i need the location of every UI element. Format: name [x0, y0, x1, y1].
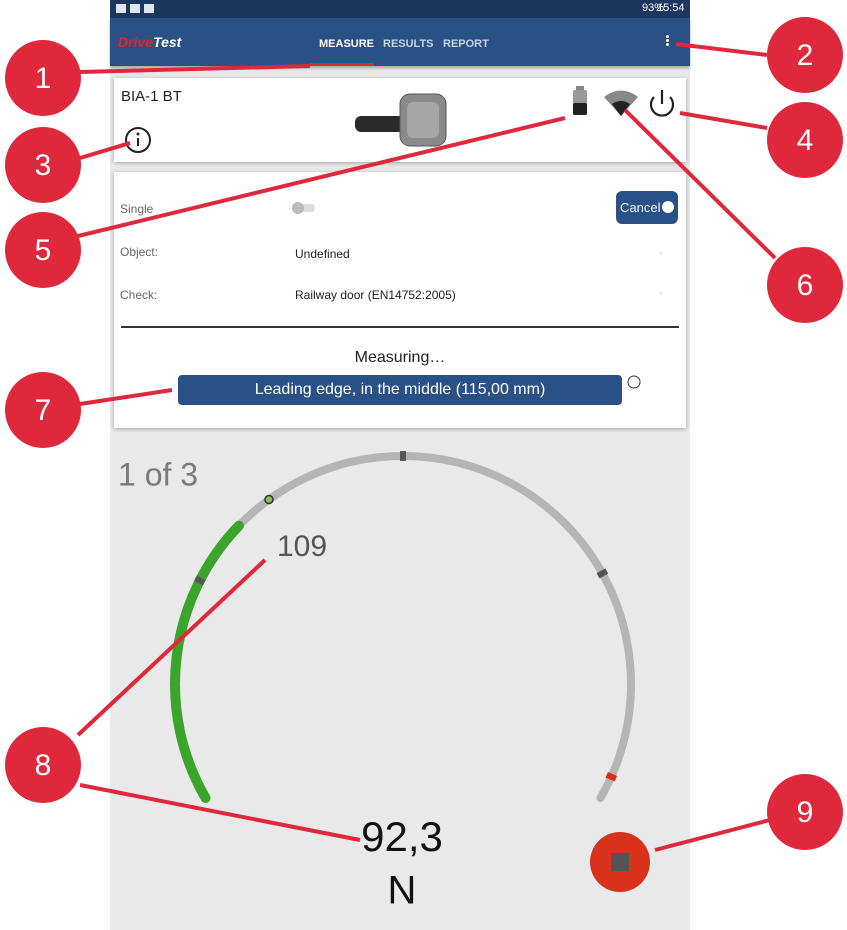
progress-text: 1 of 3: [118, 456, 198, 492]
gauge-ticks: [195, 451, 615, 779]
callout-number: 4: [797, 124, 814, 157]
gauge-fill: [175, 526, 239, 798]
callout-number: 5: [35, 234, 52, 267]
gauge-tick: [607, 775, 616, 779]
callout-number: 7: [35, 394, 52, 427]
gauge-tick: [195, 578, 204, 583]
callout-number: 3: [35, 149, 52, 182]
info-icon-bar: [137, 138, 139, 146]
page: 93% 15:54 DriveTest MEASURE RESULTS REPO…: [0, 0, 847, 930]
overlay: 1 of 3 109 92,3 N 1 2 3 4 5 6 7 8 9: [0, 0, 847, 930]
peak-marker: [265, 496, 273, 504]
callout-number: 6: [797, 269, 814, 302]
peak-value: 109: [277, 530, 327, 563]
unit: N: [388, 869, 417, 913]
current-value: 92,3: [361, 813, 443, 860]
callout-number: 2: [797, 39, 814, 72]
info-icon-dot: [137, 133, 140, 136]
battery-icon-level: [573, 103, 587, 115]
battery-icon-tip: [576, 86, 584, 90]
callout-number: 1: [35, 62, 52, 95]
gauge-tick: [598, 571, 607, 576]
callout-number: 9: [797, 796, 814, 829]
device-body-inner: [407, 102, 439, 138]
position-info-icon[interactable]: [628, 376, 640, 388]
device-handle: [355, 116, 405, 132]
gauge-track: [175, 456, 631, 798]
callout-number: 8: [35, 749, 52, 782]
stop-icon: [611, 853, 629, 871]
